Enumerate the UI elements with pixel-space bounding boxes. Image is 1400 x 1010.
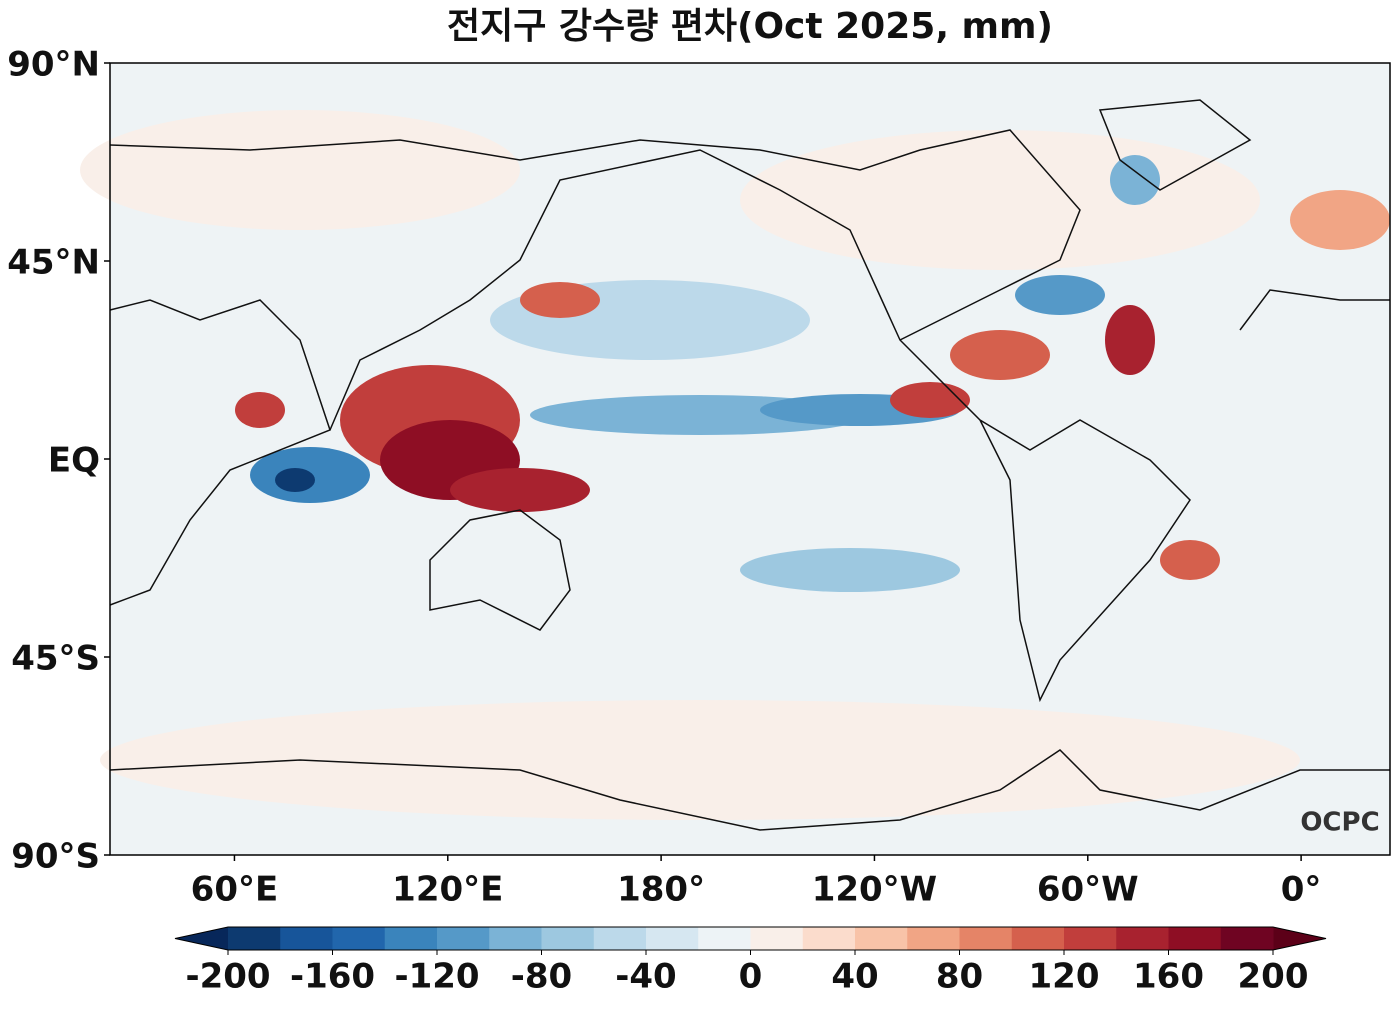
colorbar-bin	[855, 927, 908, 950]
colorbar-tick-label: -40	[615, 957, 676, 997]
colorbar-bin	[1168, 927, 1222, 950]
title: 전지구 강수량 편차(Oct 2025, mm)	[447, 6, 1053, 47]
colorbar-bin	[646, 927, 699, 950]
x-tick-label: 60°W	[1037, 870, 1139, 910]
anomaly-blob	[100, 700, 1300, 820]
colorbar-bin	[541, 927, 595, 950]
colorbar-bin	[907, 927, 960, 950]
colorbar-tick-label: 40	[831, 957, 878, 997]
anomaly-blob	[1290, 190, 1390, 250]
anomaly-blob	[1160, 540, 1220, 580]
coastline	[109, 749, 1390, 831]
anomaly-blob	[1105, 305, 1155, 375]
colorbar-bin	[1220, 927, 1274, 950]
coastline	[109, 299, 331, 606]
colorbar-tick-label: -120	[394, 957, 479, 997]
colorbar-bin	[750, 927, 804, 950]
colorbar-bin	[959, 927, 1013, 950]
colorbar-bin	[332, 927, 386, 950]
colorbar-bin	[1116, 927, 1169, 950]
x-tick-label: 120°W	[812, 870, 937, 910]
colorbar-bin	[698, 927, 751, 950]
y-tick-label: 45°S	[11, 639, 100, 679]
colorbar-tick-label: 80	[936, 957, 983, 997]
colorbar-tick-label: 200	[1238, 957, 1309, 997]
anomaly-blob	[1015, 275, 1105, 315]
anomaly-blob	[950, 330, 1050, 380]
colorbar-extend-low	[175, 927, 228, 950]
y-tick-label: EQ	[48, 441, 100, 481]
colorbar-bin	[228, 927, 281, 950]
anomaly-blob	[740, 548, 960, 592]
colorbar-bin	[384, 927, 438, 950]
colorbar-bin	[802, 927, 856, 950]
colorbar-bin	[1064, 927, 1117, 950]
colorbar-bin	[1011, 927, 1065, 950]
logo: OCPC	[1300, 808, 1379, 838]
coastline	[1239, 289, 1390, 331]
anomaly-blob	[275, 468, 315, 492]
x-tick-label: 60°E	[191, 870, 279, 910]
x-tick-label: 120°E	[392, 870, 503, 910]
colorbar-bin	[593, 927, 647, 950]
map-field: OCPC	[80, 63, 1390, 855]
colorbar-tick-label: 0	[739, 957, 763, 997]
colorbar-extend-high	[1273, 927, 1326, 950]
anomaly-blob	[80, 110, 520, 230]
anomaly-blob	[890, 382, 970, 418]
x-tick-label: 0°	[1281, 870, 1322, 910]
colorbar-bin	[280, 927, 333, 950]
y-tick-label: 90°N	[7, 45, 100, 85]
coastline	[429, 509, 571, 631]
colorbar-bin	[437, 927, 490, 950]
anomaly-blob	[1110, 155, 1160, 205]
colorbar-tick-label: 120	[1029, 957, 1100, 997]
colorbar-tick-label: -200	[185, 957, 270, 997]
colorbar-bin	[489, 927, 542, 950]
colorbar-tick-label: -160	[290, 957, 375, 997]
coastline	[329, 149, 1191, 703]
anomaly-blob	[740, 130, 1260, 270]
coastline	[1098, 99, 1252, 191]
colorbar-tick-label: 160	[1133, 957, 1204, 997]
anomaly-blob	[235, 392, 285, 428]
anomaly-blob	[520, 282, 600, 318]
anomaly-blob	[450, 468, 590, 512]
y-tick-label: 45°N	[7, 243, 100, 283]
colorbar-tick-label: -80	[511, 957, 572, 997]
x-tick-label: 180°	[617, 870, 705, 910]
coastline	[109, 129, 1081, 341]
y-tick-label: 90°S	[11, 837, 100, 877]
